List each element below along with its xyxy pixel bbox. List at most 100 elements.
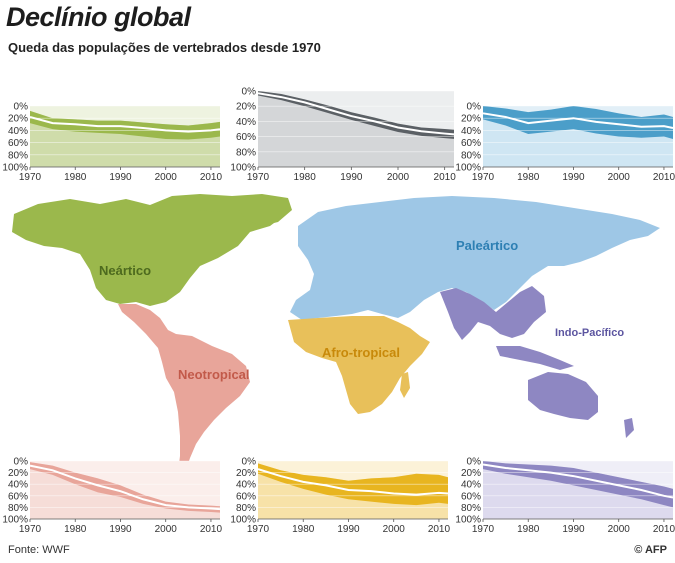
x-tick-label: 2010 xyxy=(653,172,675,183)
credit-logo: © AFP xyxy=(634,544,667,556)
x-tick-label: 2000 xyxy=(155,524,178,535)
chart-area-fill xyxy=(258,91,454,167)
region-indopacific-asia xyxy=(440,286,546,340)
x-tick-label: 1980 xyxy=(517,172,540,183)
map-label-neotropical: Neotropical xyxy=(178,367,250,382)
chart-series-line xyxy=(29,116,221,133)
y-tick-label: 20% xyxy=(8,468,28,479)
x-tick-label: 2010 xyxy=(428,524,451,535)
y-tick-label: 40% xyxy=(236,480,256,491)
chart-series-line xyxy=(482,463,674,499)
x-tick-label: 1970 xyxy=(247,172,270,183)
x-tick-label: 2000 xyxy=(155,172,178,183)
y-tick-label: 0% xyxy=(14,102,29,113)
y-tick-label: 40% xyxy=(461,480,481,491)
region-indopacific-islands xyxy=(496,346,574,370)
x-tick-label: 1990 xyxy=(340,172,363,183)
x-tick-label: 1990 xyxy=(562,172,585,183)
y-tick-label: 60% xyxy=(461,491,481,502)
x-tick-label: 1970 xyxy=(19,524,42,535)
y-tick-label: 40% xyxy=(461,126,481,137)
chart-confidence-band xyxy=(483,106,673,139)
y-tick-label: 80% xyxy=(8,503,28,514)
y-tick-label: 20% xyxy=(8,114,28,125)
y-tick-label: 80% xyxy=(236,503,256,514)
y-tick-label: 60% xyxy=(461,138,481,149)
y-tick-label: 100% xyxy=(455,163,481,174)
page-subtitle: Queda das populações de vertebrados desd… xyxy=(8,40,321,55)
region-madagascar xyxy=(400,372,410,398)
y-tick-label: 40% xyxy=(8,126,28,137)
y-tick-label: 20% xyxy=(461,114,481,125)
chart-confidence-band xyxy=(30,462,220,513)
x-tick-label: 1970 xyxy=(19,172,42,183)
region-palearctic-uk xyxy=(302,232,316,252)
x-tick-label: 2000 xyxy=(608,172,631,183)
x-tick-label: 1970 xyxy=(472,524,495,535)
y-tick-label: 0% xyxy=(14,457,29,468)
region-indopacific-nz xyxy=(624,418,634,438)
y-tick-label: 0% xyxy=(242,87,257,98)
region-nearctic-island xyxy=(194,210,240,232)
map-label-palearctic: Paleártico xyxy=(456,238,518,253)
y-tick-label: 20% xyxy=(236,102,256,113)
x-tick-label: 1990 xyxy=(562,524,585,535)
x-tick-label: 2010 xyxy=(200,172,223,183)
x-tick-label: 1980 xyxy=(64,172,87,183)
region-neotropical xyxy=(118,304,250,472)
y-tick-label: 60% xyxy=(8,138,28,149)
y-tick-label: 100% xyxy=(230,163,256,174)
y-tick-label: 20% xyxy=(236,468,256,479)
map-label-nearctic: Neártico xyxy=(99,263,151,278)
x-tick-label: 2000 xyxy=(608,524,631,535)
x-tick-label: 1990 xyxy=(109,524,132,535)
y-tick-label: 80% xyxy=(461,150,481,161)
chart-indopacific: 0%20%40%60%80%100%1970 1980 1990 2000 2010 xyxy=(455,457,675,536)
y-tick-label: 60% xyxy=(8,491,28,502)
map-label-afrotropical: Afro-tropical xyxy=(322,345,400,360)
x-tick-label: 2000 xyxy=(387,172,410,183)
chart-afrotropical: 0%20%40%60%80%100%1970 1980 1990 2000 2010 xyxy=(230,457,450,536)
y-tick-label: 40% xyxy=(236,117,256,128)
chart-confidence-band xyxy=(30,110,220,140)
y-tick-label: 40% xyxy=(8,480,28,491)
y-tick-label: 0% xyxy=(242,457,257,468)
y-tick-label: 100% xyxy=(2,163,28,174)
region-palearctic xyxy=(290,196,660,320)
x-tick-label: 2010 xyxy=(200,524,223,535)
y-tick-label: 60% xyxy=(236,491,256,502)
region-indopacific-australia xyxy=(528,372,598,420)
chart-indopacific_top: 0%20%40%60%80% 100%1970 1980 1990 2000 2010 xyxy=(455,102,675,184)
map-label-indopacific: Indo-Pacífico xyxy=(555,327,624,339)
x-tick-label: 1990 xyxy=(337,524,360,535)
chart-neotropical: 0%20%40%60%80%100%1970 1980 1990 2000 2010 xyxy=(2,457,222,536)
source-note: Fonte: WWF xyxy=(8,544,70,556)
y-tick-label: 60% xyxy=(236,132,256,143)
chart-series-line xyxy=(257,92,455,136)
y-tick-label: 80% xyxy=(461,503,481,514)
x-tick-label: 2000 xyxy=(383,524,406,535)
y-tick-label: 100% xyxy=(455,515,481,526)
y-tick-label: 100% xyxy=(230,515,256,526)
y-tick-label: 100% xyxy=(2,515,28,526)
chart-series-line xyxy=(29,464,221,511)
region-afrotropical xyxy=(288,316,430,414)
page-title: Declínio global xyxy=(6,2,191,32)
x-tick-label: 2010 xyxy=(434,172,457,183)
y-tick-label: 0% xyxy=(467,102,482,113)
y-tick-label: 0% xyxy=(467,457,482,468)
x-tick-label: 1980 xyxy=(64,524,87,535)
x-tick-label: 2010 xyxy=(653,524,675,535)
chart-nearctic: 0%20%40%60%80% 100%1970 1980 1990 2000 2010 xyxy=(2,102,222,184)
region-greenland xyxy=(232,194,292,226)
y-tick-label: 20% xyxy=(461,468,481,479)
chart-series-line xyxy=(482,112,674,129)
x-tick-label: 1980 xyxy=(517,524,540,535)
chart-palearctic: 0% 20% 40% 60% 80% 100%1970 1980 1990 2000 2010 xyxy=(230,87,456,184)
x-tick-label: 1980 xyxy=(294,172,317,183)
x-tick-label: 1980 xyxy=(292,524,315,535)
y-tick-label: 80% xyxy=(236,147,256,158)
x-tick-label: 1970 xyxy=(472,172,495,183)
